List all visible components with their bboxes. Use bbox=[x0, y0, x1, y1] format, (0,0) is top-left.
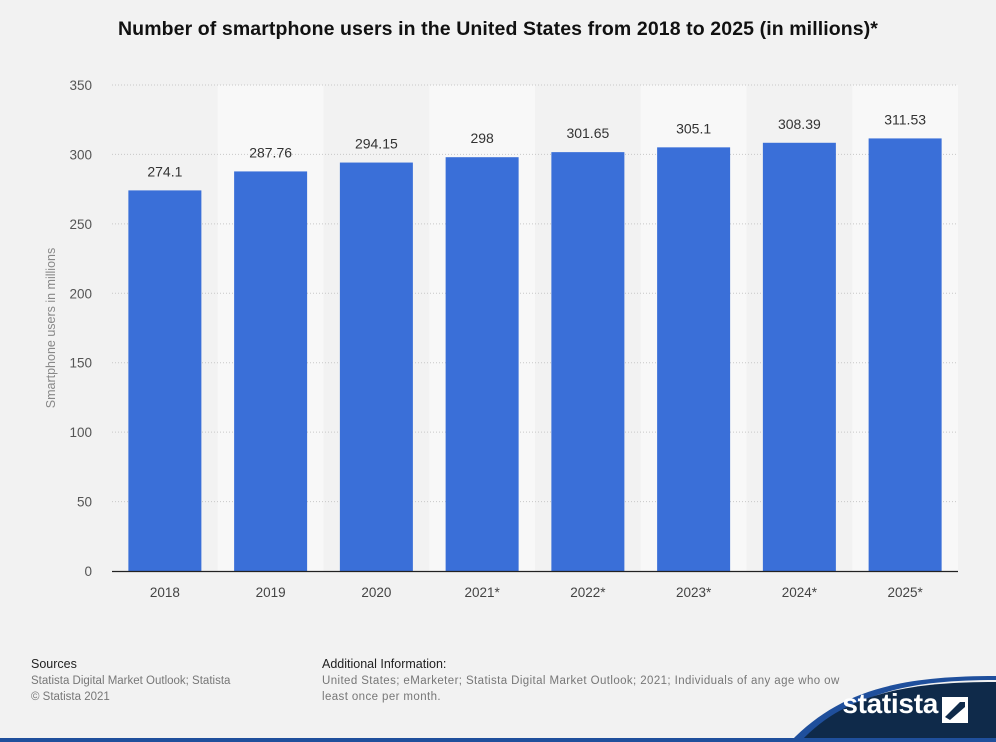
chart-title: Number of smartphone users in the United… bbox=[118, 18, 878, 40]
y-tick-label: 200 bbox=[69, 286, 92, 301]
bar[interactable] bbox=[234, 171, 308, 571]
sources-block: Sources Statista Digital Market Outlook;… bbox=[31, 656, 230, 705]
data-label: 274.1 bbox=[147, 163, 182, 179]
sources-heading: Sources bbox=[31, 657, 77, 671]
statista-logo-text[interactable]: statista bbox=[842, 688, 938, 719]
data-label: 308.39 bbox=[778, 116, 821, 132]
x-tick-label: 2019 bbox=[256, 585, 286, 600]
y-tick-label: 150 bbox=[69, 356, 92, 371]
bar[interactable] bbox=[657, 147, 731, 571]
data-label: 301.65 bbox=[566, 125, 609, 141]
x-tick-label: 2018 bbox=[150, 585, 180, 600]
y-tick-label: 50 bbox=[77, 495, 92, 510]
copyright-line: © Statista 2021 bbox=[31, 691, 110, 703]
data-label: 305.1 bbox=[676, 120, 711, 136]
data-label: 311.53 bbox=[884, 111, 926, 127]
statista-logo-icon bbox=[942, 697, 968, 723]
bar[interactable] bbox=[128, 190, 202, 571]
bar[interactable] bbox=[445, 157, 519, 571]
data-label: 294.15 bbox=[355, 136, 398, 152]
x-tick-label: 2021* bbox=[464, 585, 500, 600]
bar[interactable] bbox=[868, 138, 942, 572]
x-tick-label: 2025* bbox=[887, 585, 923, 600]
bar[interactable] bbox=[339, 162, 413, 572]
y-tick-label: 300 bbox=[69, 147, 92, 162]
x-tick-label: 2022* bbox=[570, 585, 606, 600]
bar[interactable] bbox=[551, 152, 625, 571]
bar[interactable] bbox=[762, 142, 836, 572]
additional-info-line: least once per month. bbox=[322, 691, 441, 703]
y-tick-label: 100 bbox=[69, 425, 92, 440]
y-tick-label: 0 bbox=[84, 564, 92, 579]
additional-info-block: Additional Information: United States; e… bbox=[322, 656, 862, 705]
data-label: 287.76 bbox=[249, 144, 292, 160]
y-tick-label: 250 bbox=[69, 217, 92, 232]
y-axis-title: Smartphone users in millions bbox=[44, 248, 58, 409]
x-tick-label: 2020 bbox=[361, 585, 391, 600]
additional-info-heading: Additional Information: bbox=[322, 657, 447, 671]
sources-line[interactable]: Statista Digital Market Outlook; Statist… bbox=[31, 675, 231, 687]
x-tick-label: 2023* bbox=[676, 585, 712, 600]
data-label: 298 bbox=[470, 130, 494, 146]
additional-info-line: United States; eMarketer; Statista Digit… bbox=[322, 675, 840, 687]
bar-chart: 0 50 100 150 200 250 300 350 274.1 2018 287.76 2019… bbox=[44, 78, 958, 600]
y-tick-label: 350 bbox=[69, 78, 92, 93]
x-tick-label: 2024* bbox=[782, 585, 818, 600]
